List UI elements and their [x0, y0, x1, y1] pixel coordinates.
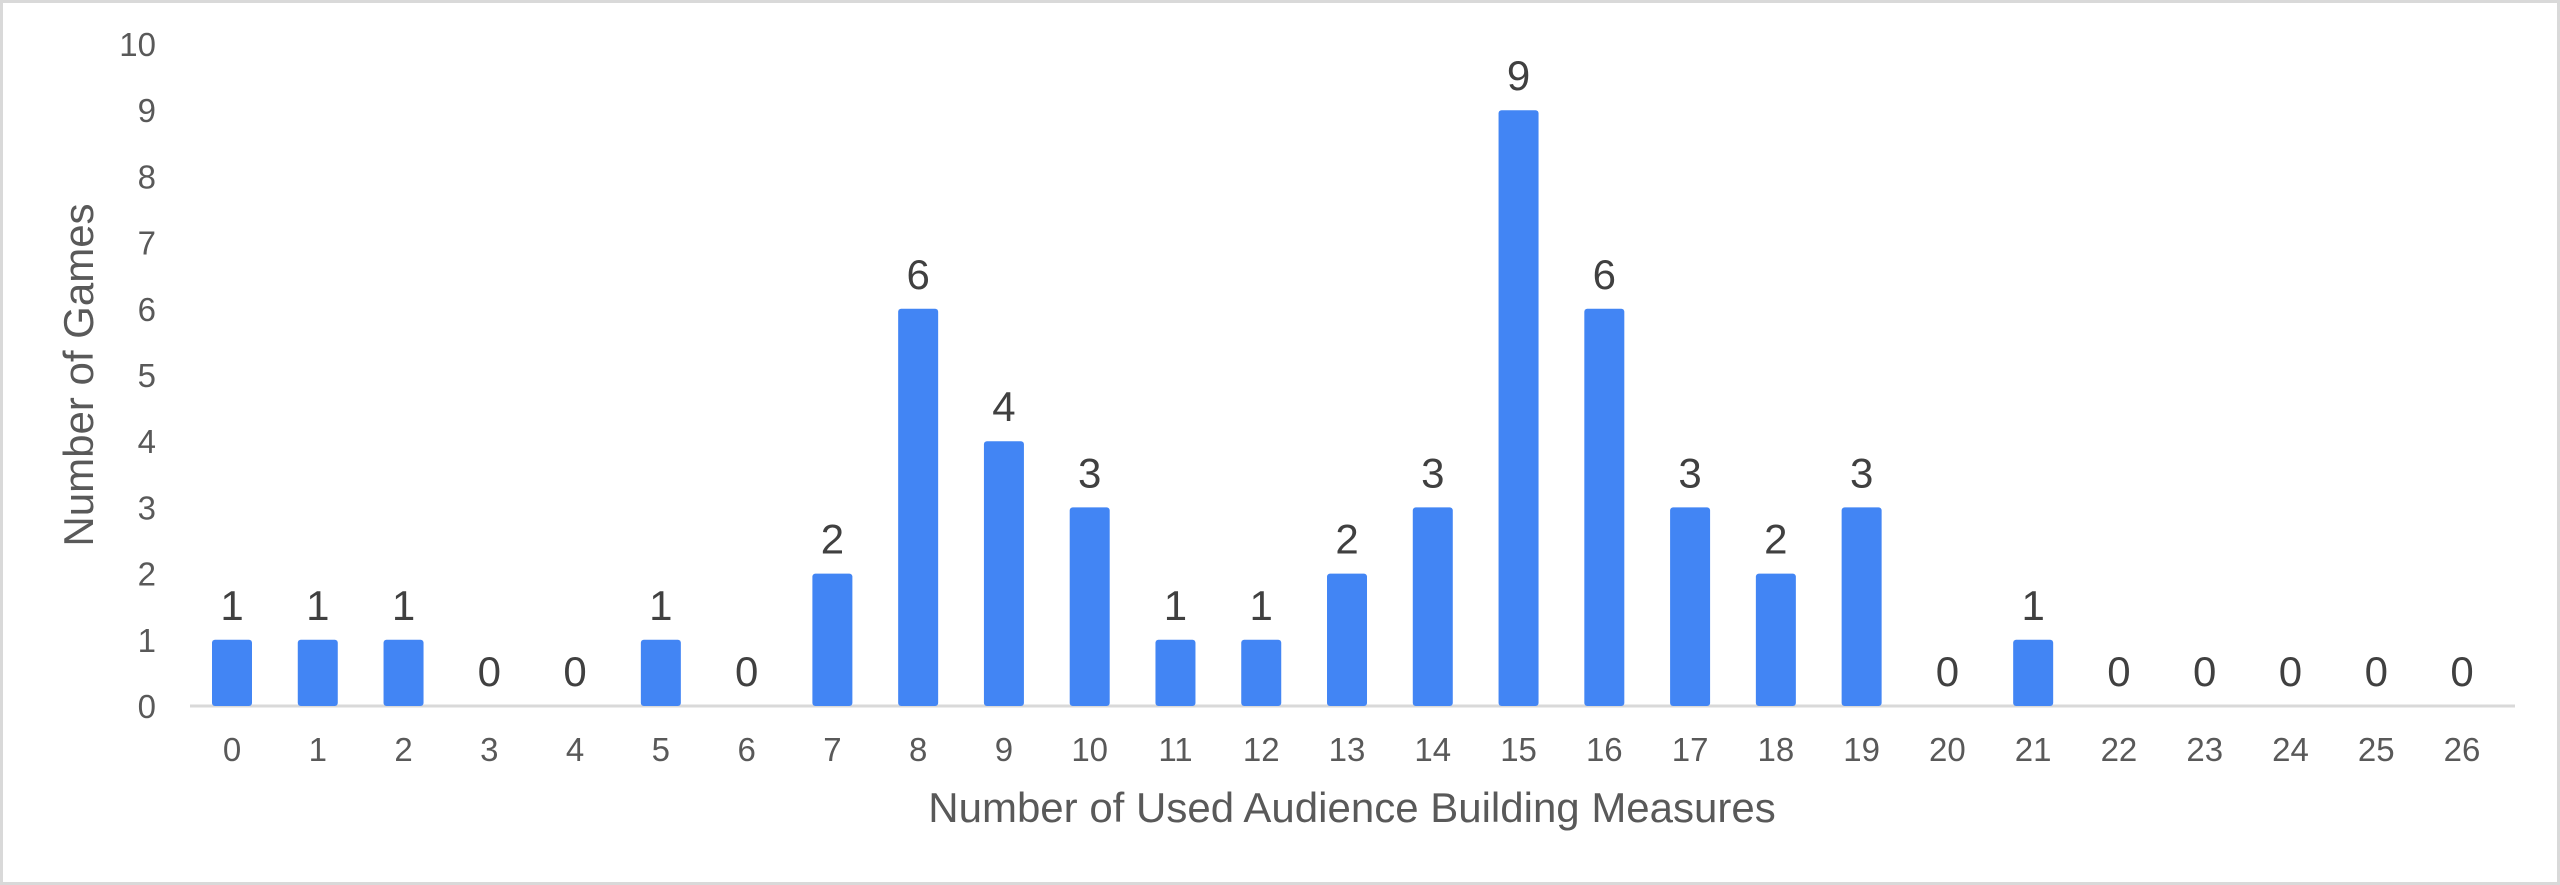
data-label: 1	[1250, 582, 1273, 629]
x-tick-label: 25	[2358, 731, 2395, 768]
x-tick-label: 9	[995, 731, 1013, 768]
data-label: 2	[1764, 516, 1787, 563]
y-tick-label: 0	[138, 688, 156, 725]
data-label: 9	[1507, 52, 1530, 99]
y-tick-label: 6	[138, 291, 156, 328]
x-tick-label: 19	[1843, 731, 1880, 768]
data-label: 0	[2193, 648, 2216, 695]
bar	[1498, 110, 1539, 706]
y-tick-label: 5	[138, 357, 156, 394]
bar	[1412, 507, 1453, 706]
bar	[1670, 507, 1711, 706]
x-tick-label: 23	[2186, 731, 2223, 768]
x-axis-title: Number of Used Audience Building Measure…	[928, 784, 1775, 831]
y-axis-ticks: 0 1 2 3 4 5 6 7 8 9 10	[119, 26, 156, 725]
data-label: 0	[1936, 648, 1959, 695]
y-tick-label: 9	[138, 92, 156, 129]
bar	[297, 639, 338, 706]
x-tick-label: 7	[823, 731, 841, 768]
y-tick-label: 7	[138, 225, 156, 262]
x-tick-label: 6	[737, 731, 755, 768]
data-label: 0	[2279, 648, 2302, 695]
data-label: 0	[735, 648, 758, 695]
x-axis-ticks: 0 1 2 3 4 5 6 7 8 9 10 11 12 13 14 15 16 17 18 19 20 21 22 23 24…	[223, 731, 2481, 768]
data-label: 3	[1678, 449, 1701, 496]
bar	[1327, 573, 1368, 706]
x-tick-label: 16	[1586, 731, 1623, 768]
data-label: 1	[2021, 582, 2044, 629]
data-label: 0	[2365, 648, 2388, 695]
data-label: 6	[906, 251, 929, 298]
bar	[898, 308, 939, 706]
data-label: 0	[563, 648, 586, 695]
x-tick-label: 21	[2015, 731, 2052, 768]
x-tick-label: 18	[1758, 731, 1795, 768]
bar	[983, 441, 1024, 706]
y-tick-label: 3	[138, 489, 156, 526]
bar	[1755, 573, 1796, 706]
x-tick-label: 3	[480, 731, 498, 768]
data-label: 0	[2450, 648, 2473, 695]
data-labels: 1 1 1 0 0 1 0 2 6 4 3 1 1 2 3 9 6 3 2 3 0 1 0 0 0 0 0	[220, 52, 2473, 695]
bar	[812, 573, 853, 706]
data-label: 6	[1593, 251, 1616, 298]
data-label: 0	[2107, 648, 2130, 695]
x-tick-label: 10	[1071, 731, 1108, 768]
data-label: 2	[1335, 516, 1358, 563]
x-tick-label: 1	[309, 731, 327, 768]
y-axis-title: Number of Games	[55, 203, 102, 546]
data-label: 3	[1421, 449, 1444, 496]
bar	[1841, 507, 1882, 706]
data-label: 1	[649, 582, 672, 629]
x-tick-label: 13	[1329, 731, 1366, 768]
data-label: 4	[992, 383, 1015, 430]
bars	[212, 110, 2054, 706]
data-label: 3	[1078, 449, 1101, 496]
x-tick-label: 8	[909, 731, 927, 768]
x-tick-label: 12	[1243, 731, 1280, 768]
data-label: 2	[821, 516, 844, 563]
y-tick-label: 8	[138, 158, 156, 195]
bar	[640, 639, 681, 706]
x-tick-label: 24	[2272, 731, 2309, 768]
data-label: 1	[306, 582, 329, 629]
data-label: 0	[478, 648, 501, 695]
x-tick-label: 0	[223, 731, 241, 768]
bar	[1584, 308, 1625, 706]
data-label: 1	[1164, 582, 1187, 629]
x-tick-label: 22	[2101, 731, 2138, 768]
data-label: 1	[392, 582, 415, 629]
x-tick-label: 4	[566, 731, 584, 768]
x-tick-label: 2	[394, 731, 412, 768]
bar	[2013, 639, 2054, 706]
x-tick-label: 14	[1414, 731, 1451, 768]
x-tick-label: 5	[652, 731, 670, 768]
x-tick-label: 17	[1672, 731, 1709, 768]
x-tick-label: 15	[1500, 731, 1537, 768]
y-tick-label: 1	[138, 622, 156, 659]
x-tick-label: 26	[2444, 731, 2481, 768]
bar	[1241, 639, 1282, 706]
bar	[383, 639, 424, 706]
data-label: 1	[220, 582, 243, 629]
y-tick-label: 2	[138, 556, 156, 593]
bar	[1069, 507, 1110, 706]
bar	[1155, 639, 1196, 706]
x-tick-label: 20	[1929, 731, 1966, 768]
y-tick-label: 4	[138, 423, 156, 460]
x-tick-label: 11	[1158, 731, 1192, 768]
data-label: 3	[1850, 449, 1873, 496]
bar	[212, 639, 252, 706]
y-tick-label: 10	[119, 26, 156, 63]
